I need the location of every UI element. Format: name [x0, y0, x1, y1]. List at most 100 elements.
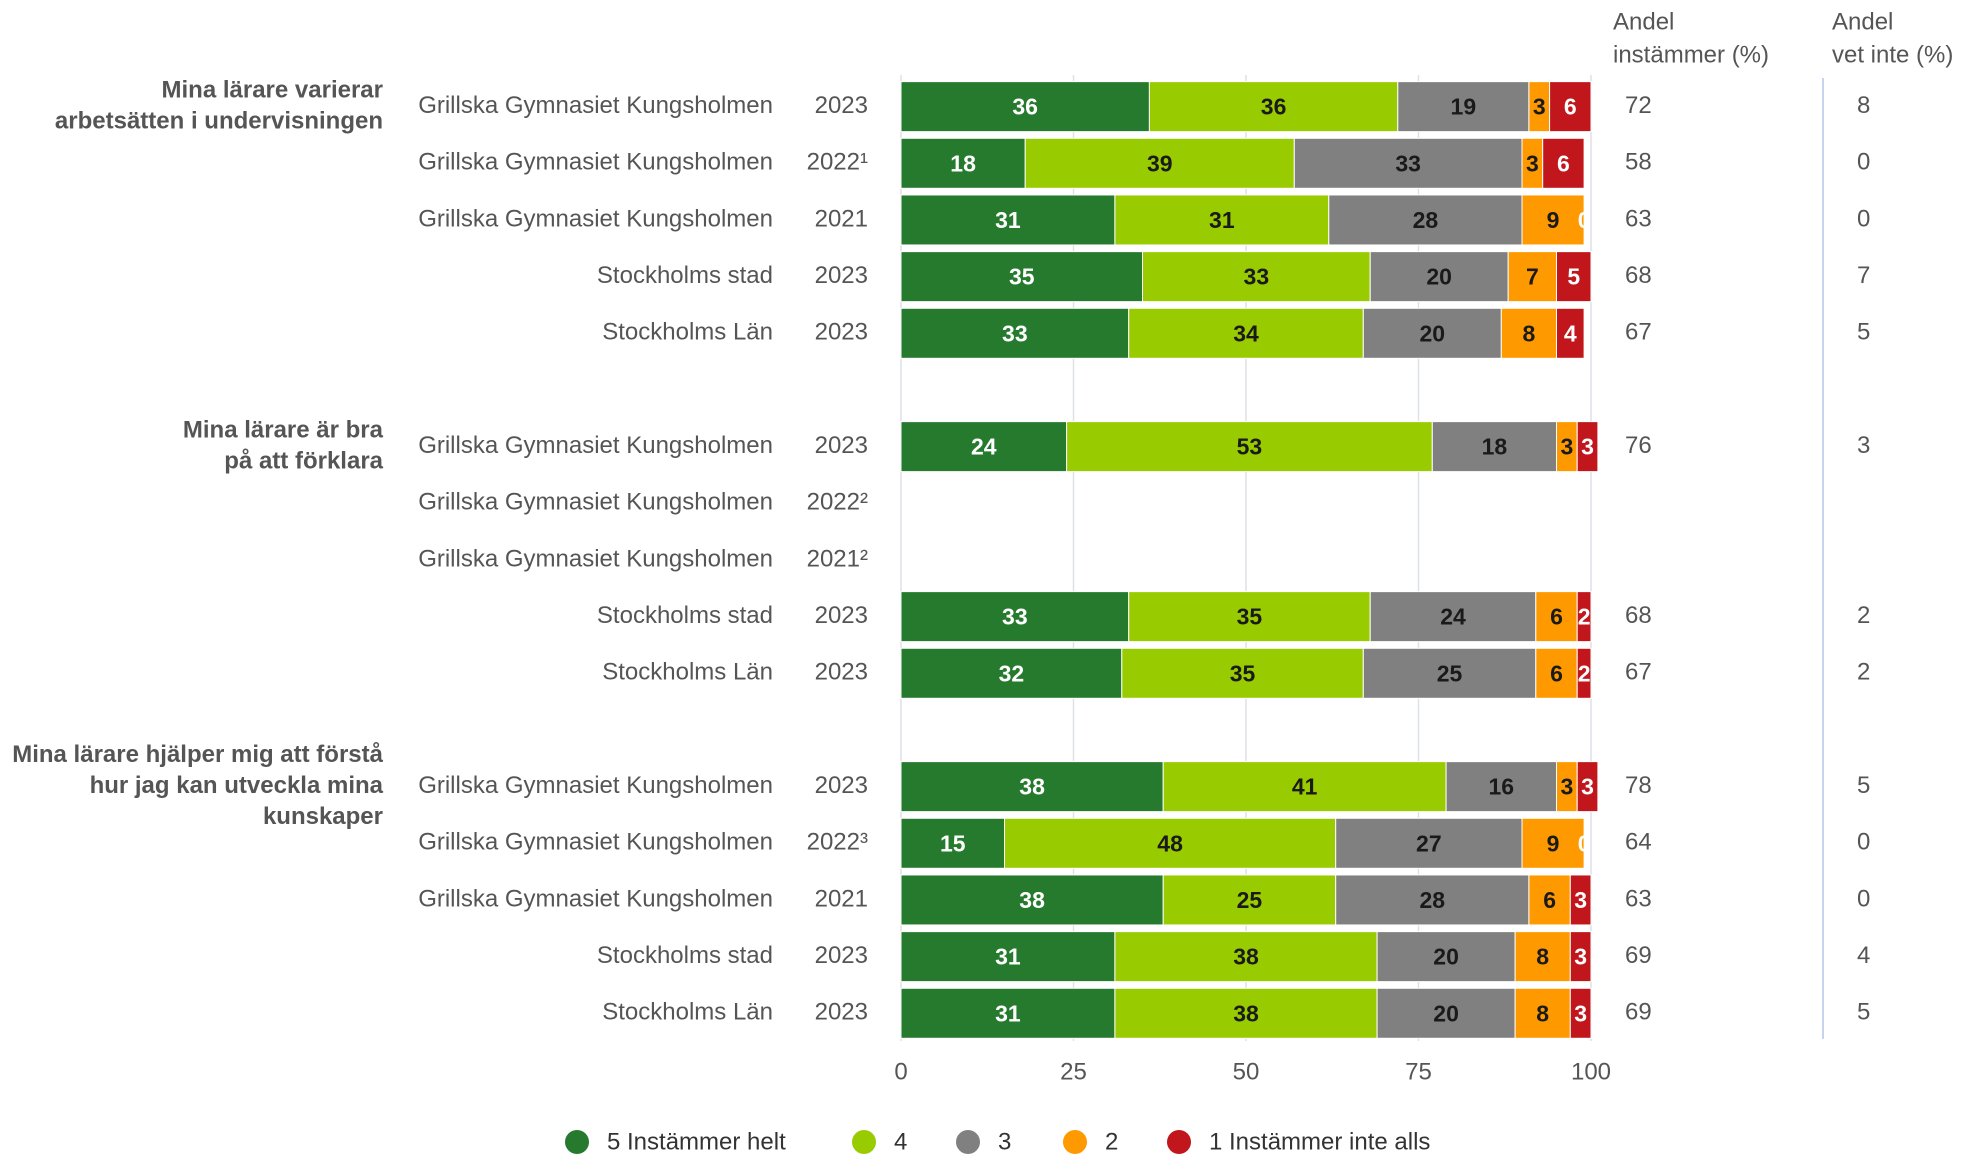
- bar-label: 18: [950, 150, 976, 176]
- bar-label: 38: [1019, 774, 1045, 800]
- bar-label: 33: [1244, 264, 1270, 290]
- bar-segment: [1535, 591, 1578, 643]
- dont-know-value: 3: [1857, 432, 1870, 459]
- bar-segment: [1121, 647, 1364, 699]
- bar-label: 3: [1574, 944, 1587, 970]
- bar-label: 28: [1413, 207, 1439, 233]
- row-year: 2022²: [807, 489, 868, 516]
- bar-segment: [1500, 307, 1558, 359]
- dont-know-value: 5: [1857, 999, 1870, 1026]
- dont-know-value: 0: [1857, 829, 1870, 856]
- group-label: Mina lärare varierar: [162, 77, 383, 104]
- bar-label: 36: [1012, 94, 1038, 120]
- group-label: på att förklara: [224, 447, 383, 474]
- dont-know-value: 0: [1857, 205, 1870, 232]
- legend-marker: [852, 1130, 876, 1154]
- group-label: Mina lärare hjälper mig att förstå: [12, 741, 383, 768]
- bar-segment: [1569, 987, 1592, 1039]
- bar-label: 41: [1292, 774, 1318, 800]
- bar-segment: [1142, 251, 1371, 303]
- bar-segment: [900, 251, 1143, 303]
- bar-label: 31: [1209, 207, 1235, 233]
- agree-value: 78: [1625, 772, 1652, 799]
- row-label: Grillska Gymnasiet Kungsholmen: [418, 92, 773, 119]
- bar-segment: [1521, 817, 1585, 869]
- bar-segment: [1162, 761, 1447, 813]
- agree-value: 63: [1625, 885, 1652, 912]
- agree-value: 67: [1625, 319, 1652, 346]
- dont-know-value: 2: [1857, 602, 1870, 629]
- bar-label: 3: [1581, 434, 1594, 460]
- bar-segment: [900, 817, 1005, 869]
- bar-label: 0: [1578, 830, 1591, 856]
- column-header: Andel: [1613, 8, 1674, 35]
- bar-segment: [900, 81, 1150, 133]
- dont-know-value: 4: [1857, 942, 1870, 969]
- dont-know-value: 5: [1857, 319, 1870, 346]
- group-label: arbetsätten i undervisningen: [55, 107, 383, 134]
- legend-marker: [565, 1130, 589, 1154]
- row-year: 2022³: [807, 829, 868, 856]
- bar-segment: [1362, 647, 1537, 699]
- bar-label: 18: [1482, 434, 1508, 460]
- bar-label: 20: [1426, 264, 1452, 290]
- agree-value: 58: [1625, 149, 1652, 176]
- legend-marker: [956, 1130, 980, 1154]
- row-label: Grillska Gymnasiet Kungsholmen: [418, 149, 773, 176]
- bar-label: 35: [1237, 604, 1263, 630]
- agree-value: 76: [1625, 432, 1652, 459]
- row-year: 2023: [815, 659, 868, 686]
- bar-label: 33: [1002, 320, 1028, 346]
- bar-segment: [900, 591, 1130, 643]
- bar-segment: [1549, 81, 1592, 133]
- bar-segment: [1114, 931, 1378, 983]
- legend-label: 5 Instämmer helt: [607, 1128, 786, 1155]
- bar-segment: [1576, 761, 1599, 813]
- bar-segment: [1576, 591, 1592, 643]
- bar-segment: [1576, 421, 1599, 473]
- column-header: instämmer (%): [1613, 41, 1769, 68]
- bar-segment: [1528, 874, 1571, 926]
- group-label: Mina lärare är bra: [183, 417, 384, 444]
- row-label: Grillska Gymnasiet Kungsholmen: [418, 489, 773, 516]
- bar-label: 31: [995, 944, 1021, 970]
- bar-segment: [900, 421, 1068, 473]
- bar-label: 6: [1557, 150, 1570, 176]
- bar-segment: [1576, 647, 1592, 699]
- bar-label: 3: [1533, 94, 1546, 120]
- row-year: 2021²: [807, 545, 868, 572]
- row-label: Grillska Gymnasiet Kungsholmen: [418, 205, 773, 232]
- row-label: Grillska Gymnasiet Kungsholmen: [418, 545, 773, 572]
- agree-value: 64: [1625, 829, 1652, 856]
- bar-label: 8: [1536, 1000, 1549, 1026]
- row-year: 2023: [815, 319, 868, 346]
- bar-label: 6: [1550, 604, 1563, 630]
- bar-label: 33: [1395, 150, 1421, 176]
- bar-segment: [900, 874, 1164, 926]
- bar-segment: [900, 307, 1130, 359]
- bar-segment: [900, 987, 1116, 1039]
- bar-label: 35: [1009, 264, 1035, 290]
- row-label: Grillska Gymnasiet Kungsholmen: [418, 772, 773, 799]
- bar-segment: [1521, 194, 1585, 246]
- bar-label: 39: [1147, 150, 1173, 176]
- row-year: 2023: [815, 772, 868, 799]
- bar-segment: [900, 137, 1026, 189]
- column-header: vet inte (%): [1832, 41, 1953, 68]
- row-label: Stockholms stad: [597, 942, 773, 969]
- bar-segment: [1556, 307, 1585, 359]
- bar-label: 28: [1420, 887, 1446, 913]
- bar-label: 33: [1002, 604, 1028, 630]
- bar-segment: [1569, 874, 1592, 926]
- dont-know-value: 8: [1857, 92, 1870, 119]
- x-tick-label: 0: [894, 1058, 907, 1085]
- bar-label: 36: [1261, 94, 1287, 120]
- bar-label: 6: [1564, 94, 1577, 120]
- bar-segment: [1114, 194, 1330, 246]
- bar-label: 38: [1233, 1000, 1259, 1026]
- row-label: Stockholms Län: [602, 319, 773, 346]
- dont-know-value: 2: [1857, 659, 1870, 686]
- legend-label: 1 Instämmer inte alls: [1209, 1128, 1430, 1155]
- bar-label: 3: [1574, 887, 1587, 913]
- bar-label: 31: [995, 1000, 1021, 1026]
